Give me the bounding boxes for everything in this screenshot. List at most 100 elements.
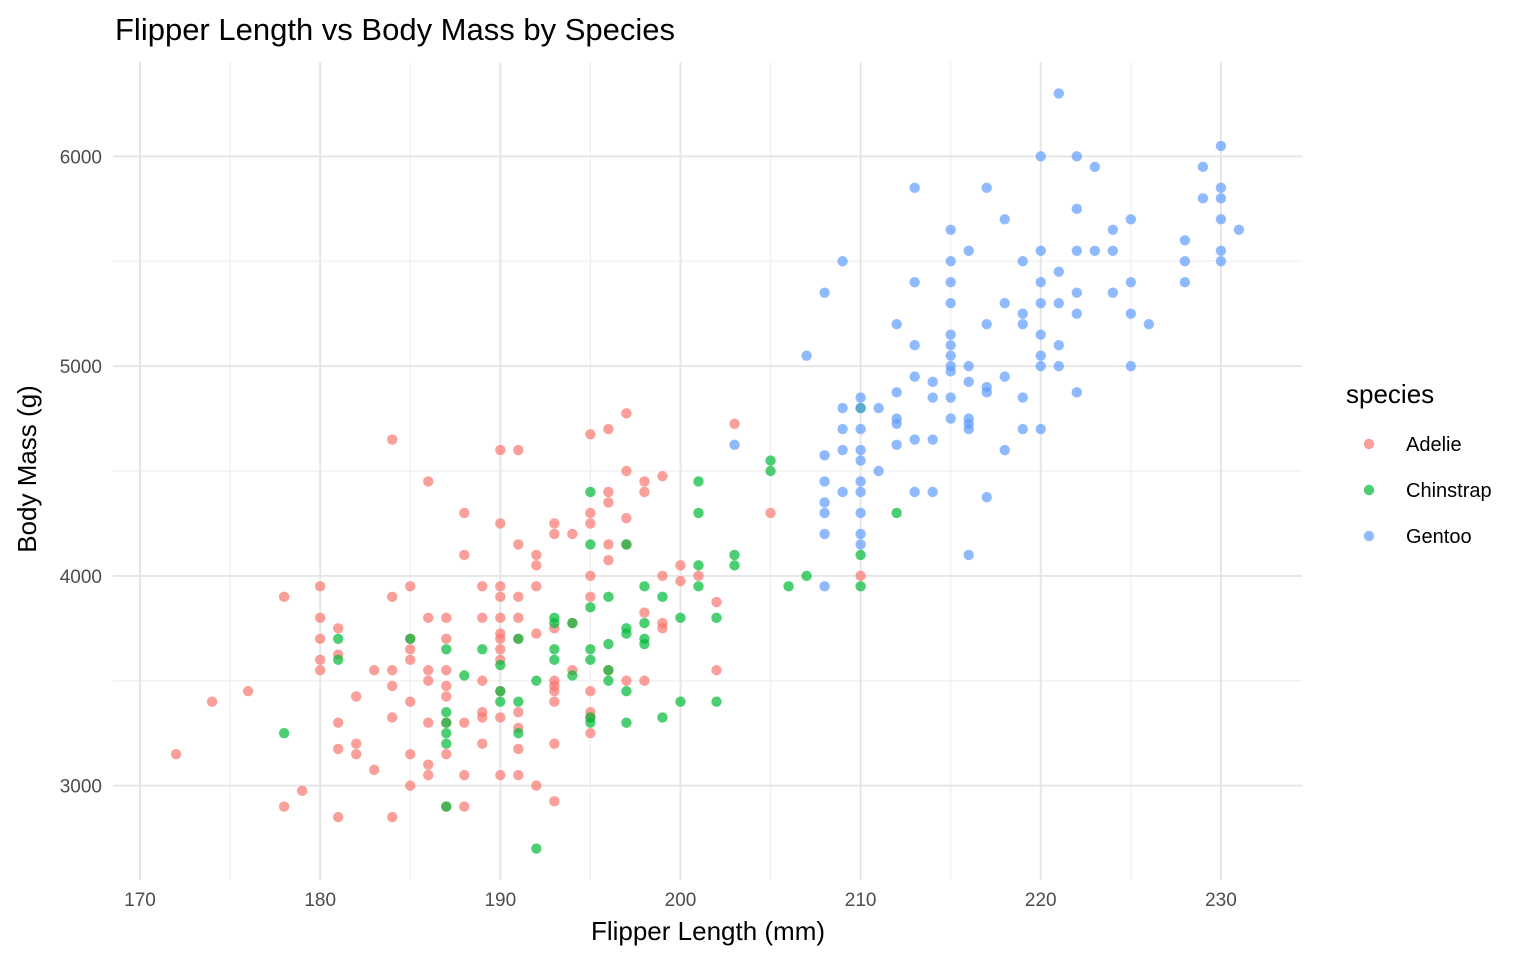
data-point bbox=[603, 486, 614, 498]
data-point bbox=[603, 675, 614, 686]
legend-items: Adelie Chinstrap Gentoo bbox=[1363, 434, 1492, 548]
data-point bbox=[621, 686, 632, 697]
data-point bbox=[837, 423, 848, 435]
legend-label: Gentoo bbox=[1406, 526, 1472, 548]
data-point bbox=[819, 450, 830, 461]
data-point bbox=[855, 455, 866, 466]
data-point bbox=[459, 670, 470, 681]
data-point bbox=[242, 686, 254, 697]
data-point bbox=[1107, 287, 1119, 298]
data-point bbox=[1017, 256, 1028, 267]
data-point bbox=[585, 486, 596, 498]
data-point bbox=[963, 360, 974, 372]
data-point bbox=[621, 539, 632, 550]
data-point bbox=[585, 602, 596, 613]
data-point bbox=[675, 560, 686, 571]
data-point bbox=[891, 318, 902, 330]
data-point bbox=[314, 581, 326, 592]
data-point bbox=[837, 256, 848, 267]
data-point bbox=[549, 796, 560, 807]
data-point bbox=[855, 444, 866, 456]
data-point bbox=[387, 434, 398, 445]
data-point bbox=[855, 549, 866, 561]
legend-label: Adelie bbox=[1406, 434, 1462, 456]
data-point bbox=[332, 654, 344, 665]
data-point bbox=[909, 434, 920, 445]
data-point bbox=[459, 801, 470, 812]
data-point bbox=[927, 376, 938, 388]
data-point bbox=[549, 617, 560, 629]
data-point bbox=[801, 570, 812, 582]
data-point bbox=[477, 675, 488, 686]
data-point bbox=[405, 780, 416, 791]
data-point bbox=[657, 471, 668, 482]
data-point bbox=[477, 612, 488, 624]
data-point bbox=[387, 811, 398, 823]
x-axis-title: Flipper Length (mm) bbox=[591, 916, 825, 946]
data-point bbox=[945, 329, 956, 340]
legend-key-gentoo bbox=[1363, 530, 1375, 542]
data-point bbox=[441, 612, 452, 624]
data-point bbox=[441, 691, 452, 702]
series-chinstrap bbox=[278, 402, 902, 854]
data-point bbox=[567, 528, 578, 540]
data-point bbox=[873, 402, 884, 414]
data-point bbox=[639, 486, 650, 498]
data-point bbox=[909, 182, 920, 194]
data-point bbox=[1035, 277, 1046, 288]
data-point bbox=[278, 591, 290, 603]
data-point bbox=[314, 612, 326, 624]
data-point bbox=[513, 633, 524, 644]
data-point bbox=[621, 717, 632, 728]
data-point bbox=[459, 717, 470, 728]
data-point bbox=[603, 423, 614, 435]
data-point bbox=[855, 581, 866, 592]
data-point bbox=[927, 392, 938, 403]
data-point bbox=[1179, 235, 1191, 246]
data-point bbox=[387, 591, 398, 603]
data-point bbox=[423, 759, 434, 770]
data-point bbox=[1143, 318, 1155, 330]
data-point bbox=[1071, 308, 1083, 319]
data-point bbox=[891, 387, 902, 398]
data-point bbox=[1107, 245, 1119, 256]
data-point bbox=[1035, 350, 1046, 361]
data-point bbox=[405, 748, 416, 760]
data-point bbox=[1035, 360, 1046, 372]
data-point bbox=[945, 350, 956, 361]
x-tick-label: 230 bbox=[1205, 890, 1237, 911]
data-point bbox=[405, 654, 416, 665]
data-point bbox=[387, 680, 398, 692]
data-point bbox=[981, 318, 992, 330]
data-point bbox=[729, 439, 740, 450]
data-point bbox=[531, 560, 542, 571]
data-point bbox=[1215, 193, 1227, 204]
x-tick-label: 190 bbox=[484, 890, 516, 911]
data-point bbox=[495, 659, 506, 671]
data-point bbox=[513, 444, 524, 456]
data-point bbox=[314, 633, 326, 644]
legend-key-chinstrap bbox=[1363, 484, 1375, 496]
data-point bbox=[855, 392, 866, 403]
x-tick-label: 220 bbox=[1025, 890, 1057, 911]
data-point bbox=[1017, 318, 1028, 330]
data-point bbox=[1017, 423, 1028, 435]
data-point bbox=[495, 644, 506, 655]
data-point bbox=[1053, 298, 1064, 309]
data-point bbox=[999, 444, 1010, 456]
data-point bbox=[837, 444, 848, 456]
data-point bbox=[1035, 423, 1046, 435]
data-point bbox=[405, 633, 416, 644]
data-point bbox=[603, 591, 614, 603]
data-point bbox=[945, 366, 956, 377]
data-point bbox=[513, 727, 524, 739]
data-point bbox=[170, 748, 182, 760]
data-point bbox=[603, 665, 614, 676]
data-point bbox=[603, 638, 614, 650]
series-gentoo bbox=[729, 88, 1245, 592]
data-point bbox=[585, 654, 596, 665]
data-point bbox=[332, 623, 344, 634]
data-point bbox=[549, 528, 560, 540]
data-point bbox=[729, 549, 740, 561]
data-point bbox=[1197, 193, 1209, 204]
